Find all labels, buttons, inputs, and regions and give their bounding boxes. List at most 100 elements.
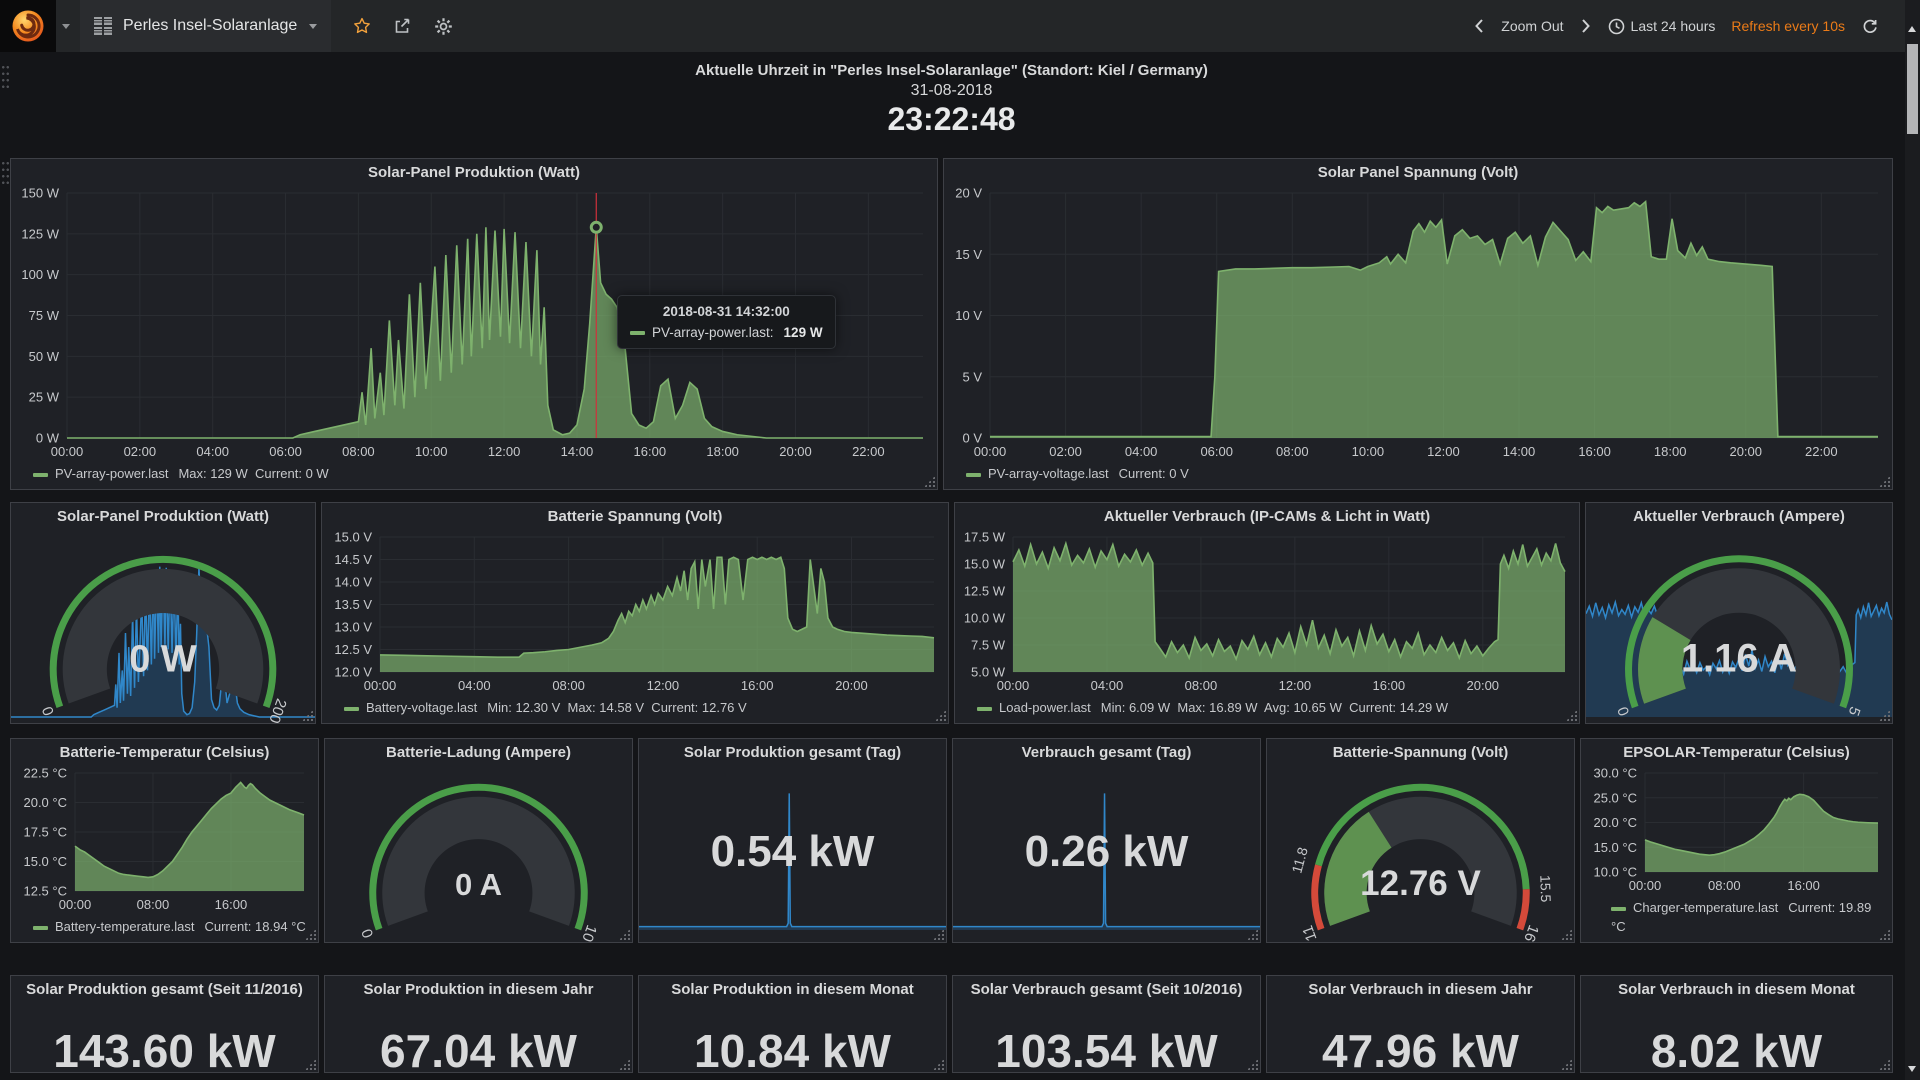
time-series-chart[interactable]: 20 V15 V10 V5 V0 V00:0002:0004:0006:0008… xyxy=(944,187,1892,464)
svg-text:13.0 V: 13.0 V xyxy=(334,620,372,635)
svg-text:14.5 V: 14.5 V xyxy=(334,552,372,567)
panel-total-stat: Solar Verbrauch in diesem Monat 8.02 kW xyxy=(1580,975,1893,1073)
dashboard-picker[interactable]: Perles Insel-Solaranlage xyxy=(80,0,331,52)
svg-text:0: 0 xyxy=(39,704,58,718)
legend-stats: Max: 129 W Current: 0 W xyxy=(178,466,328,481)
panel-title[interactable]: Solar Produktion gesamt (Seit 11/2016) xyxy=(11,976,318,1004)
panel-total-stat: Solar Verbrauch gesamt (Seit 10/2016) 10… xyxy=(952,975,1261,1073)
panel-solar-produktion-gauge: Solar-Panel Produktion (Watt) 02000 W xyxy=(10,502,316,724)
singlestat-sparkline: 0.26 kW xyxy=(953,767,1260,942)
svg-text:18:00: 18:00 xyxy=(706,444,739,459)
svg-text:16:00: 16:00 xyxy=(741,678,774,693)
legend-series-name[interactable]: PV-array-voltage.last xyxy=(988,466,1109,481)
svg-text:125 W: 125 W xyxy=(21,226,59,241)
legend-swatch xyxy=(1611,907,1626,911)
legend-series-name[interactable]: PV-array-power.last xyxy=(55,466,168,481)
gear-icon xyxy=(434,17,453,36)
dashboard-grid-icon xyxy=(94,17,113,35)
svg-text:100 W: 100 W xyxy=(21,267,59,282)
svg-text:02:00: 02:00 xyxy=(124,444,157,459)
row-drag-handle[interactable] xyxy=(1,160,10,186)
panel-title[interactable]: Solar Produktion in diesem Jahr xyxy=(325,976,632,1004)
scrollbar-down-arrow[interactable] xyxy=(1908,1066,1916,1072)
grafana-logo[interactable] xyxy=(0,0,56,52)
svg-text:00:00: 00:00 xyxy=(364,678,397,693)
gauge: 02000 W xyxy=(11,531,315,723)
panel-title[interactable]: EPSOLAR-Temperatur (Celsius) xyxy=(1581,739,1892,767)
panel-title[interactable]: Aktueller Verbrauch (Ampere) xyxy=(1586,503,1892,531)
panel-title[interactable]: Batterie Spannung (Volt) xyxy=(322,503,948,531)
time-series-chart[interactable]: 22.5 °C20.0 °C17.5 °C15.0 °C12.5 °C00:00… xyxy=(11,767,318,917)
svg-text:08:00: 08:00 xyxy=(1708,878,1741,893)
panel-total-stat: Solar Verbrauch in diesem Jahr 47.96 kW xyxy=(1266,975,1575,1073)
legend-series-name[interactable]: Load-power.last xyxy=(999,700,1091,715)
svg-text:20.0 °C: 20.0 °C xyxy=(1593,815,1637,830)
panel-title[interactable]: Solar Verbrauch in diesem Monat xyxy=(1581,976,1892,1004)
svg-text:15.0 °C: 15.0 °C xyxy=(23,854,67,869)
tooltip-time: 2018-08-31 14:32:00 xyxy=(630,304,823,319)
svg-text:20:00: 20:00 xyxy=(779,444,812,459)
svg-text:16:00: 16:00 xyxy=(634,444,667,459)
svg-text:0 W: 0 W xyxy=(129,639,197,681)
svg-text:30.0 °C: 30.0 °C xyxy=(1593,767,1637,781)
svg-text:08:00: 08:00 xyxy=(552,678,585,693)
panel-total-stat: Solar Produktion gesamt (Seit 11/2016) 1… xyxy=(10,975,319,1073)
panel-title[interactable]: Solar Produktion gesamt (Tag) xyxy=(639,739,946,767)
svg-text:04:00: 04:00 xyxy=(196,444,229,459)
legend-series-name[interactable]: Charger-temperature.last xyxy=(1633,900,1778,915)
refresh-icon xyxy=(1861,17,1879,35)
scrollbar-up-arrow[interactable] xyxy=(1908,26,1916,32)
time-series-chart[interactable]: 30.0 °C25.0 °C20.0 °C15.0 °C10.0 °C00:00… xyxy=(1581,767,1892,898)
stat-value: 67.04 kW xyxy=(325,1024,632,1072)
svg-text:20:00: 20:00 xyxy=(1467,678,1500,693)
share-button[interactable] xyxy=(393,17,412,35)
svg-text:5 V: 5 V xyxy=(962,369,982,384)
legend-swatch xyxy=(977,707,992,711)
legend-series-name[interactable]: Battery-temperature.last xyxy=(55,919,194,934)
panel-solar-panel-produktion-watt: Solar-Panel Produktion (Watt) 150 W125 W… xyxy=(10,158,938,490)
panel-title[interactable]: Batterie-Spannung (Volt) xyxy=(1267,739,1574,767)
panel-title[interactable]: Solar Produktion in diesem Monat xyxy=(639,976,946,1004)
panel-title[interactable]: Batterie-Temperatur (Celsius) xyxy=(11,739,318,767)
vertical-scrollbar[interactable] xyxy=(1905,0,1920,1080)
svg-text:06:00: 06:00 xyxy=(1200,444,1233,459)
time-range-picker[interactable]: Last 24 hours xyxy=(1608,18,1716,35)
panel-title[interactable]: Batterie-Ladung (Ampere) xyxy=(325,739,632,767)
svg-text:15 V: 15 V xyxy=(955,247,982,262)
panel-title[interactable]: Solar-Panel Produktion (Watt) xyxy=(11,503,315,531)
panel-title[interactable]: Solar-Panel Produktion (Watt) xyxy=(11,159,937,187)
panel-title[interactable]: Solar Verbrauch gesamt (Seit 10/2016) xyxy=(953,976,1260,1004)
time-back-button[interactable] xyxy=(1473,18,1485,34)
row-drag-handle[interactable] xyxy=(1,64,10,90)
grafana-dashboard: Perles Insel-Solaranlage xyxy=(0,0,1920,1080)
svg-text:08:00: 08:00 xyxy=(137,897,170,912)
stat-value: 103.54 kW xyxy=(953,1024,1260,1072)
time-series-chart[interactable]: 15.0 V14.5 V14.0 V13.5 V13.0 V12.5 V12.0… xyxy=(322,531,948,698)
clock-time: 23:22:48 xyxy=(887,101,1015,138)
settings-button[interactable] xyxy=(434,17,453,36)
legend-series-name[interactable]: Battery-voltage.last xyxy=(366,700,477,715)
svg-text:0 A: 0 A xyxy=(455,867,502,902)
star-button[interactable] xyxy=(353,17,371,35)
zoom-out-button[interactable]: Zoom Out xyxy=(1501,18,1563,34)
panel-title[interactable]: Aktueller Verbrauch (IP-CAMs & Licht in … xyxy=(955,503,1579,531)
panel-title[interactable]: Verbrauch gesamt (Tag) xyxy=(953,739,1260,767)
scrollbar-thumb[interactable] xyxy=(1907,44,1918,134)
svg-text:20 V: 20 V xyxy=(955,187,982,201)
time-series-chart[interactable]: 17.5 W15.0 W12.5 W10.0 W7.5 W5.0 W00:000… xyxy=(955,531,1579,698)
refresh-interval-button[interactable]: Refresh every 10s xyxy=(1731,18,1845,34)
legend-swatch xyxy=(33,926,48,930)
legend-stats: Min: 6.09 W Max: 16.89 W Avg: 10.65 W Cu… xyxy=(1101,700,1448,715)
singlestat-sparkline: 0.54 kW xyxy=(639,767,946,942)
svg-text:0: 0 xyxy=(358,926,377,940)
panel-title[interactable]: Solar Panel Spannung (Volt) xyxy=(944,159,1892,187)
main-menu-caret[interactable] xyxy=(62,24,70,29)
svg-text:12:00: 12:00 xyxy=(647,678,680,693)
legend-swatch xyxy=(33,473,48,477)
svg-text:17.5 W: 17.5 W xyxy=(964,531,1006,545)
svg-text:04:00: 04:00 xyxy=(1125,444,1158,459)
panel-title[interactable]: Solar Verbrauch in diesem Jahr xyxy=(1267,976,1574,1004)
refresh-button[interactable] xyxy=(1861,17,1879,35)
panel-batterie-spannung-chart: Batterie Spannung (Volt) 15.0 V14.5 V14.… xyxy=(321,502,949,724)
time-forward-button[interactable] xyxy=(1580,18,1592,34)
